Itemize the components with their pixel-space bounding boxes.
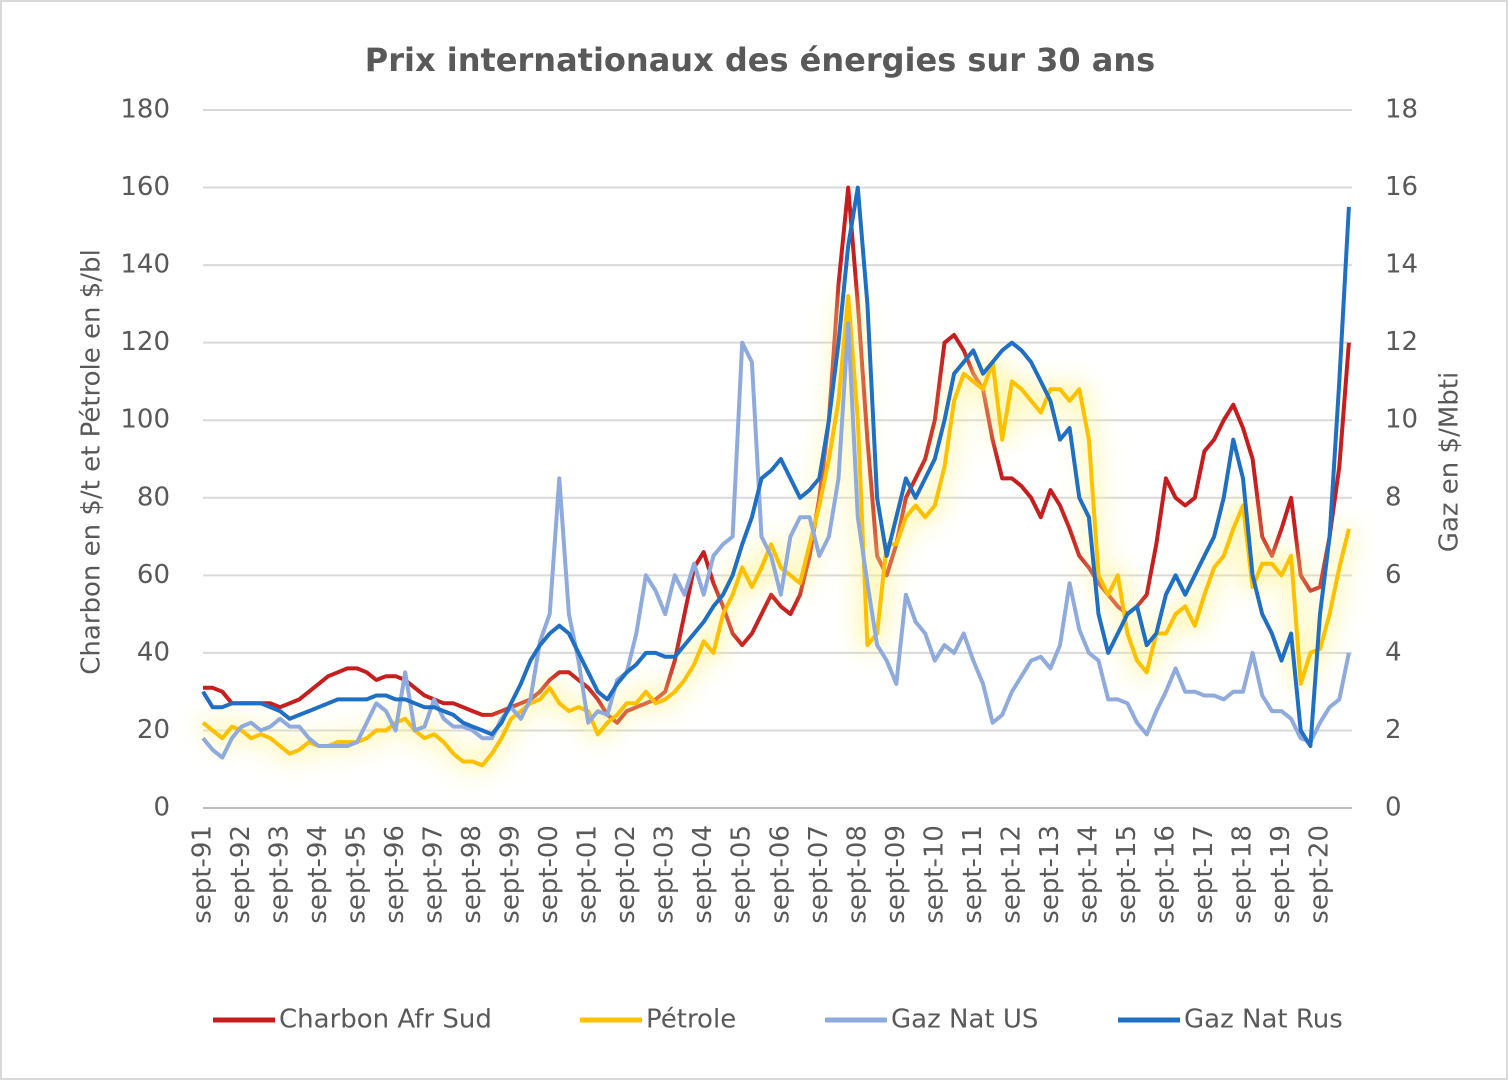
y2-tick-label: 6 xyxy=(1385,560,1402,590)
x-tick-label: sept-17 xyxy=(1189,825,1219,924)
x-tick-label: sept-19 xyxy=(1266,825,1296,924)
x-tick-label: sept-06 xyxy=(765,825,795,924)
y2-tick-label: 16 xyxy=(1385,172,1418,202)
legend-label: Gaz Nat US xyxy=(891,1005,1038,1035)
y-axis-title: Charbon en $/t et Pétrole en $/bl xyxy=(77,249,107,675)
x-tick-label: sept-96 xyxy=(380,825,410,924)
y-tick-label: 180 xyxy=(120,95,170,125)
x-tick-label: sept-13 xyxy=(1035,825,1065,924)
x-tick-label: sept-15 xyxy=(1112,825,1142,924)
x-tick-label: sept-94 xyxy=(303,825,333,924)
y-tick-label: 40 xyxy=(137,637,170,667)
x-tick-label: sept-20 xyxy=(1305,825,1335,924)
y2-tick-label: 8 xyxy=(1385,482,1402,512)
y2-tick-label: 10 xyxy=(1385,405,1418,435)
y-tick-label: 0 xyxy=(153,793,170,823)
x-tick-label: sept-07 xyxy=(804,825,834,924)
x-tick-label: sept-98 xyxy=(457,825,487,924)
x-tick-label: sept-01 xyxy=(573,825,603,924)
x-tick-label: sept-92 xyxy=(226,825,256,924)
y-tick-label: 160 xyxy=(120,172,170,202)
series-line xyxy=(201,321,1351,760)
y2-tick-label: 12 xyxy=(1385,327,1418,357)
x-tick-label: sept-18 xyxy=(1227,825,1257,924)
y2-tick-label: 18 xyxy=(1385,95,1418,125)
y-tick-label: 60 xyxy=(137,560,170,590)
x-tick-label: sept-14 xyxy=(1073,825,1103,924)
legend-label: Pétrole xyxy=(646,1005,736,1035)
y2-tick-label: 2 xyxy=(1385,715,1402,745)
x-tick-label: sept-93 xyxy=(265,825,295,924)
x-tick-label: sept-99 xyxy=(496,825,526,924)
x-tick-label: sept-04 xyxy=(688,825,718,924)
x-tick-label: sept-97 xyxy=(419,825,449,924)
x-tick-label: sept-12 xyxy=(996,825,1026,924)
series-line xyxy=(201,185,1351,748)
legend-label: Charbon Afr Sud xyxy=(279,1005,492,1035)
x-tick-label: sept-95 xyxy=(342,825,372,924)
x-tick-label: sept-02 xyxy=(611,825,641,924)
legend-label: Gaz Nat Rus xyxy=(1184,1005,1343,1035)
y-tick-label: 140 xyxy=(120,250,170,280)
x-tick-label: sept-16 xyxy=(1150,825,1180,924)
x-tick-label: sept-03 xyxy=(650,825,680,924)
y-tick-label: 20 xyxy=(137,715,170,745)
y2-tick-label: 0 xyxy=(1385,793,1402,823)
x-tick-label: sept-08 xyxy=(842,825,872,924)
x-tick-label: sept-10 xyxy=(919,825,949,924)
x-tick-label: sept-09 xyxy=(881,825,911,924)
x-tick-label: sept-91 xyxy=(188,825,218,924)
y-tick-label: 100 xyxy=(120,405,170,435)
y2-tick-label: 4 xyxy=(1385,637,1402,667)
x-tick-label: sept-11 xyxy=(958,825,988,924)
chart-title: Prix internationaux des énergies sur 30 … xyxy=(365,41,1155,79)
y-tick-label: 120 xyxy=(120,327,170,357)
y-tick-label: 80 xyxy=(137,482,170,512)
y2-axis-title: Gaz en $/Mbti xyxy=(1435,372,1465,552)
x-tick-label: sept-05 xyxy=(727,825,757,924)
x-tick-label: sept-00 xyxy=(534,825,564,924)
y2-tick-label: 14 xyxy=(1385,250,1418,280)
series-line xyxy=(203,185,1351,725)
